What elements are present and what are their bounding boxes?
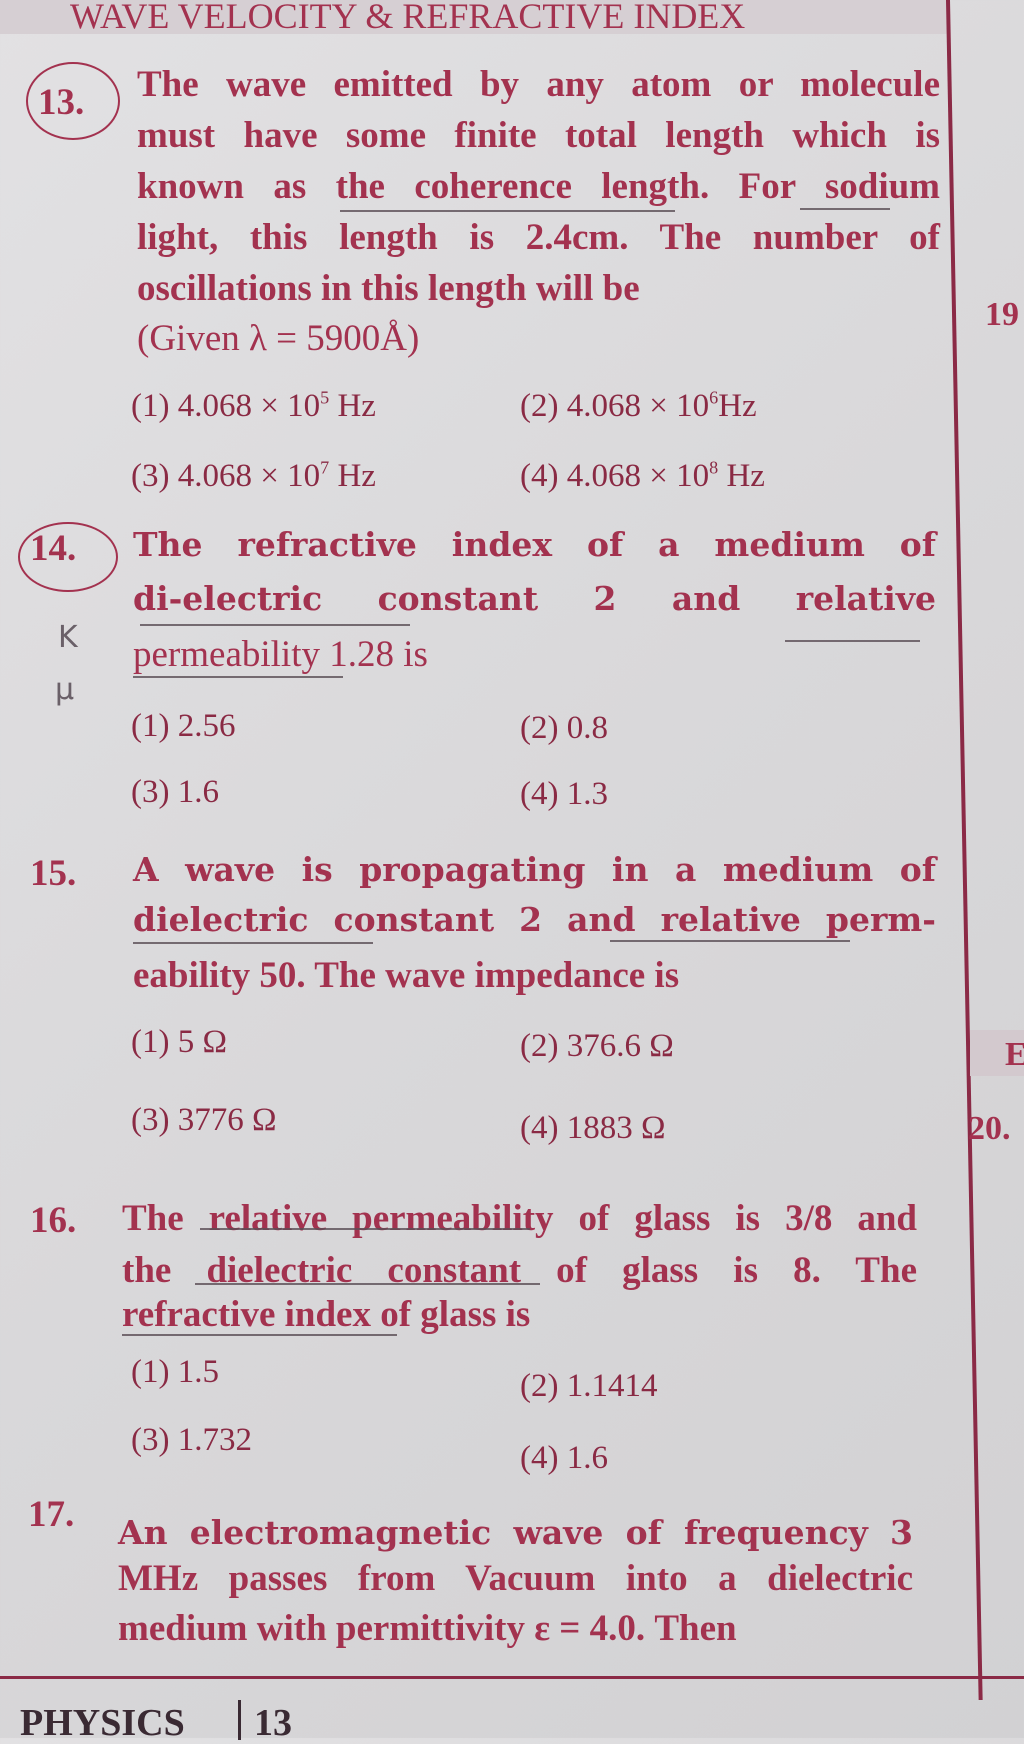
question-13-line: light, this length is 2.4cm. The number … — [137, 217, 940, 258]
side-question-number: 19 — [985, 296, 1019, 333]
pen-underline — [200, 1228, 530, 1230]
pen-underline — [122, 1334, 397, 1336]
question-16-line: The relative permeability of glass is 3/… — [122, 1198, 917, 1239]
option-14-4[interactable]: (4) 1.3 — [520, 776, 608, 812]
option-16-2[interactable]: (2) 1.1414 — [520, 1368, 658, 1404]
question-14-line: The refractive index of a medium of — [133, 525, 936, 564]
question-15-line: eability 50. The wave impedance is — [133, 955, 680, 996]
question-17-line: medium with permittivity ε = 4.0. Then — [118, 1608, 737, 1649]
side-band — [970, 1030, 1024, 1076]
side-letter: E — [1005, 1036, 1024, 1073]
option-16-4[interactable]: (4) 1.6 — [520, 1440, 608, 1476]
pen-underline — [610, 940, 850, 942]
footer-rule — [0, 1676, 1024, 1679]
section-title: WAVE VELOCITY & REFRACTIVE INDEX — [70, 0, 746, 36]
question-circle-mark — [18, 522, 118, 592]
question-13-line: oscillations in this length will be — [137, 268, 640, 309]
question-14-line: di-electric constant 2 and relative — [133, 579, 936, 618]
option-13-3[interactable]: (3) 4.068 × 107 Hz — [131, 457, 376, 494]
pen-underline — [340, 210, 675, 212]
question-14-line: permeability 1.28 is — [133, 634, 428, 675]
side-question-number: 20. — [968, 1110, 1011, 1147]
question-13-line: The wave emitted by any atom or molecule — [137, 64, 940, 105]
option-15-2[interactable]: (2) 376.6 Ω — [520, 1028, 674, 1064]
question-15-line: dielectric constant 2 and relative perm- — [133, 900, 936, 939]
question-17-number: 17. — [28, 1494, 75, 1535]
footer-divider — [238, 1700, 241, 1740]
question-15-number: 15. — [30, 853, 77, 894]
footer-page-number: 13 — [254, 1702, 292, 1744]
option-13-2[interactable]: (2) 4.068 × 106Hz — [520, 387, 757, 424]
question-13-line: (Given λ = 5900Å) — [137, 318, 420, 359]
header-band — [0, 0, 950, 34]
option-13-4[interactable]: (4) 4.068 × 108 Hz — [520, 457, 765, 494]
option-14-3[interactable]: (3) 1.6 — [131, 774, 219, 810]
option-13-1[interactable]: (1) 4.068 × 105 Hz — [131, 387, 376, 424]
question-15-line: A wave is propagating in a medium of — [133, 850, 936, 889]
handwritten-k: K — [58, 620, 78, 655]
question-13-number: 13. — [38, 82, 85, 123]
pen-underline — [133, 676, 343, 678]
question-16-number: 16. — [30, 1200, 77, 1241]
option-15-4[interactable]: (4) 1883 Ω — [520, 1110, 666, 1146]
pen-underline — [140, 624, 410, 626]
footer-subject: PHYSICS — [20, 1702, 185, 1744]
option-16-3[interactable]: (3) 1.732 — [131, 1422, 252, 1458]
question-13-line: known as the coherence length. For sodiu… — [137, 166, 940, 207]
pen-underline — [195, 1283, 540, 1285]
column-divider — [946, 0, 983, 1700]
pen-underline — [785, 640, 920, 642]
option-15-3[interactable]: (3) 3776 Ω — [131, 1102, 277, 1138]
option-14-2[interactable]: (2) 0.8 — [520, 710, 608, 746]
question-17-line: An electromagnetic wave of frequency 3 — [118, 1513, 913, 1552]
question-13-line: must have some finite total length which… — [137, 115, 940, 156]
handwritten-mu: μ — [55, 672, 75, 707]
option-14-1[interactable]: (1) 2.56 — [131, 708, 236, 744]
pen-underline — [133, 942, 373, 944]
question-circle-mark — [26, 62, 120, 140]
question-16-line: refractive index of glass is — [122, 1294, 531, 1335]
pen-underline — [800, 208, 890, 210]
question-16-line: the dielectric constant of glass is 8. T… — [122, 1250, 917, 1291]
question-14-number: 14. — [30, 528, 77, 569]
option-16-1[interactable]: (1) 1.5 — [131, 1354, 219, 1390]
option-15-1[interactable]: (1) 5 Ω — [131, 1024, 228, 1060]
question-17-line: MHz passes from Vacuum into a dielectric — [118, 1558, 913, 1599]
